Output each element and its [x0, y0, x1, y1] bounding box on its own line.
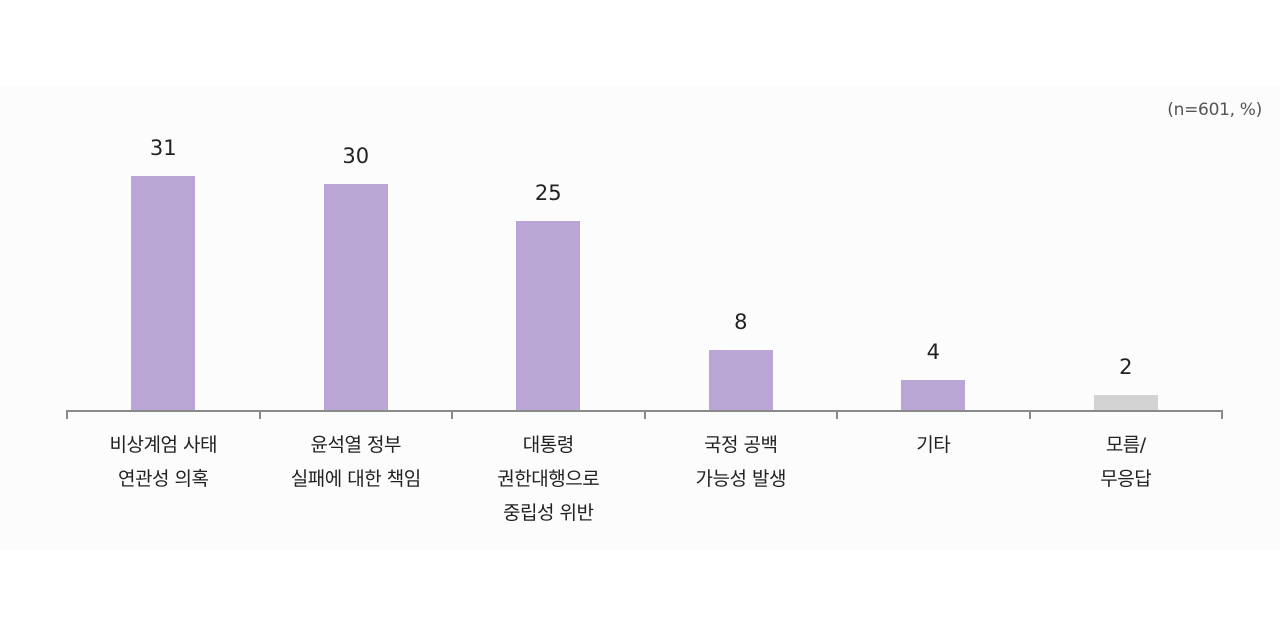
axis-tick	[258, 410, 261, 419]
category-label-line: 윤석열 정부	[310, 434, 402, 456]
category-label-line: 실패에 대한 책임	[290, 468, 421, 490]
bar	[516, 221, 581, 410]
chart-panel	[0, 86, 1280, 550]
bar	[323, 183, 388, 410]
value-label: 2	[1119, 354, 1133, 379]
axis-tick	[836, 410, 838, 419]
axis-tick	[1028, 410, 1031, 419]
category-label-line: 기타	[916, 434, 951, 456]
sample-size-note: (n=601, %)	[1167, 100, 1262, 120]
axis-tick	[643, 410, 646, 419]
category-label: 모름/무응답	[1030, 428, 1222, 496]
category-label-line: 대통령	[522, 434, 574, 456]
bar	[131, 175, 196, 410]
category-label-line: 비상계엄 사태	[109, 434, 218, 456]
category-label-line: 가능성 발생	[695, 468, 787, 490]
bar	[708, 349, 773, 410]
category-label-line: 모름/	[1105, 434, 1146, 456]
value-label: 25	[534, 181, 562, 206]
axis-tick	[66, 410, 68, 419]
category-label-line: 국정 공백	[704, 434, 778, 456]
value-label: 30	[342, 143, 370, 168]
value-label: 31	[149, 135, 177, 160]
category-label-line: 중립성 위반	[503, 502, 594, 524]
category-label-line: 연관성 의혹	[118, 468, 209, 490]
category-label-line: 권한대행으로	[497, 468, 600, 490]
bar	[1093, 394, 1158, 410]
axis-tick	[1221, 410, 1223, 419]
axis-tick	[451, 410, 453, 419]
bar	[901, 379, 966, 410]
category-label: 기타	[837, 428, 1029, 462]
value-label: 8	[734, 309, 748, 334]
category-label-line: 무응답	[1100, 468, 1152, 490]
value-label: 4	[926, 339, 940, 364]
